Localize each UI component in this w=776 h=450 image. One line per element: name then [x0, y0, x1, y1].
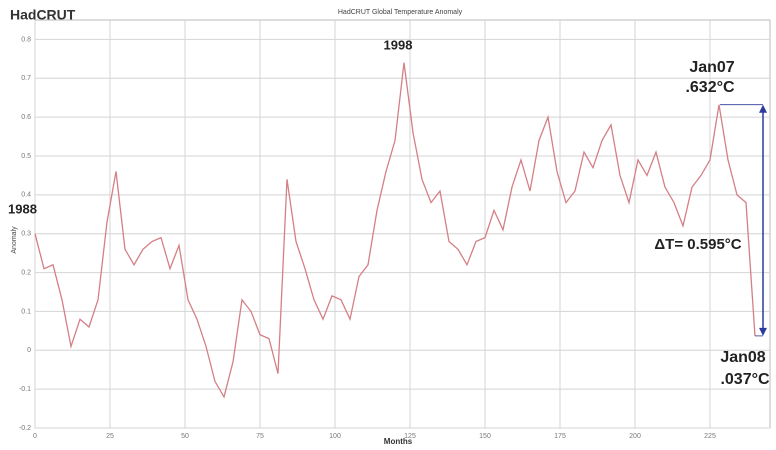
- x-tick-label: 0: [33, 433, 37, 440]
- x-axis-label: Months: [384, 437, 413, 446]
- x-tick-label: 25: [106, 433, 114, 440]
- arrow-head: [759, 104, 767, 113]
- x-tick-label: 125: [404, 433, 416, 440]
- y-tick-label: 0.1: [21, 308, 31, 315]
- y-axis-label: Anomaly: [11, 226, 18, 254]
- x-tick-label: 75: [256, 433, 264, 440]
- y-tick-label: -0.1: [19, 386, 31, 393]
- annotation: .632°C: [685, 79, 735, 96]
- y-tick-label: 0.7: [21, 75, 31, 82]
- x-tick-label: 100: [329, 433, 341, 440]
- y-tick-label: 0: [27, 347, 31, 354]
- x-tick-label: 200: [629, 433, 641, 440]
- y-tick-label: 0.5: [21, 153, 31, 160]
- y-tick-label: 0.6: [21, 114, 31, 121]
- annotation: Jan07: [689, 59, 734, 76]
- x-tick-label: 175: [554, 433, 566, 440]
- annotation: 1988: [8, 201, 37, 216]
- y-tick-label: 0.2: [21, 269, 31, 276]
- y-tick-label: 0.3: [21, 231, 31, 238]
- annotation: ΔT= 0.595°C: [654, 236, 741, 253]
- y-tick-label: 0.4: [21, 192, 31, 199]
- x-tick-label: 225: [704, 433, 716, 440]
- arrow-head: [759, 327, 767, 336]
- annotation: Jan08: [720, 349, 765, 366]
- annotation: 1998: [384, 37, 413, 52]
- y-tick-label: -0.2: [19, 425, 31, 432]
- brand: HadCRUT: [10, 7, 76, 23]
- x-tick-label: 150: [479, 433, 491, 440]
- annotation: .037°C: [720, 371, 770, 388]
- data-line: [34, 62, 756, 399]
- x-tick-label: 50: [181, 433, 189, 440]
- y-tick-label: 0.8: [21, 36, 31, 43]
- chart-title: HadCRUT Global Temperature Anomaly: [338, 9, 463, 16]
